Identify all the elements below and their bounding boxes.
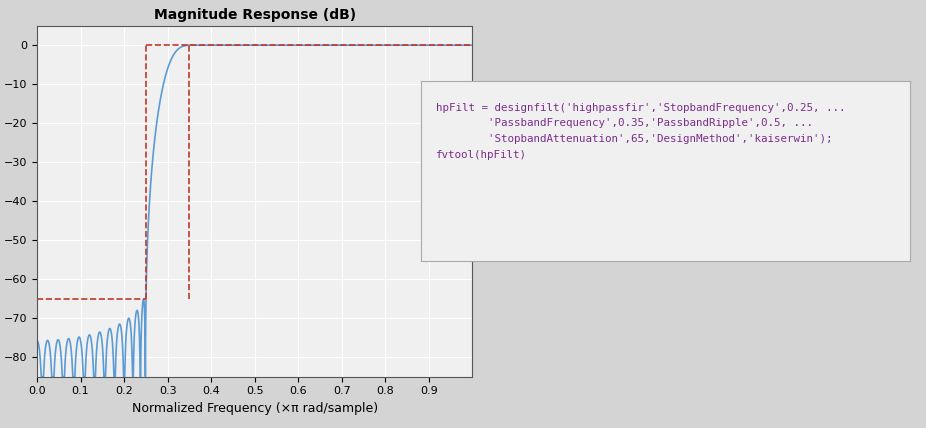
X-axis label: Normalized Frequency (×π rad/sample): Normalized Frequency (×π rad/sample) [131, 402, 378, 415]
Title: Magnitude Response (dB): Magnitude Response (dB) [154, 8, 356, 22]
Text: hpFilt = designfilt('highpassfir','StopbandFrequency',0.25, ...
        'Passban: hpFilt = designfilt('highpassfir','Stopb… [436, 103, 845, 160]
